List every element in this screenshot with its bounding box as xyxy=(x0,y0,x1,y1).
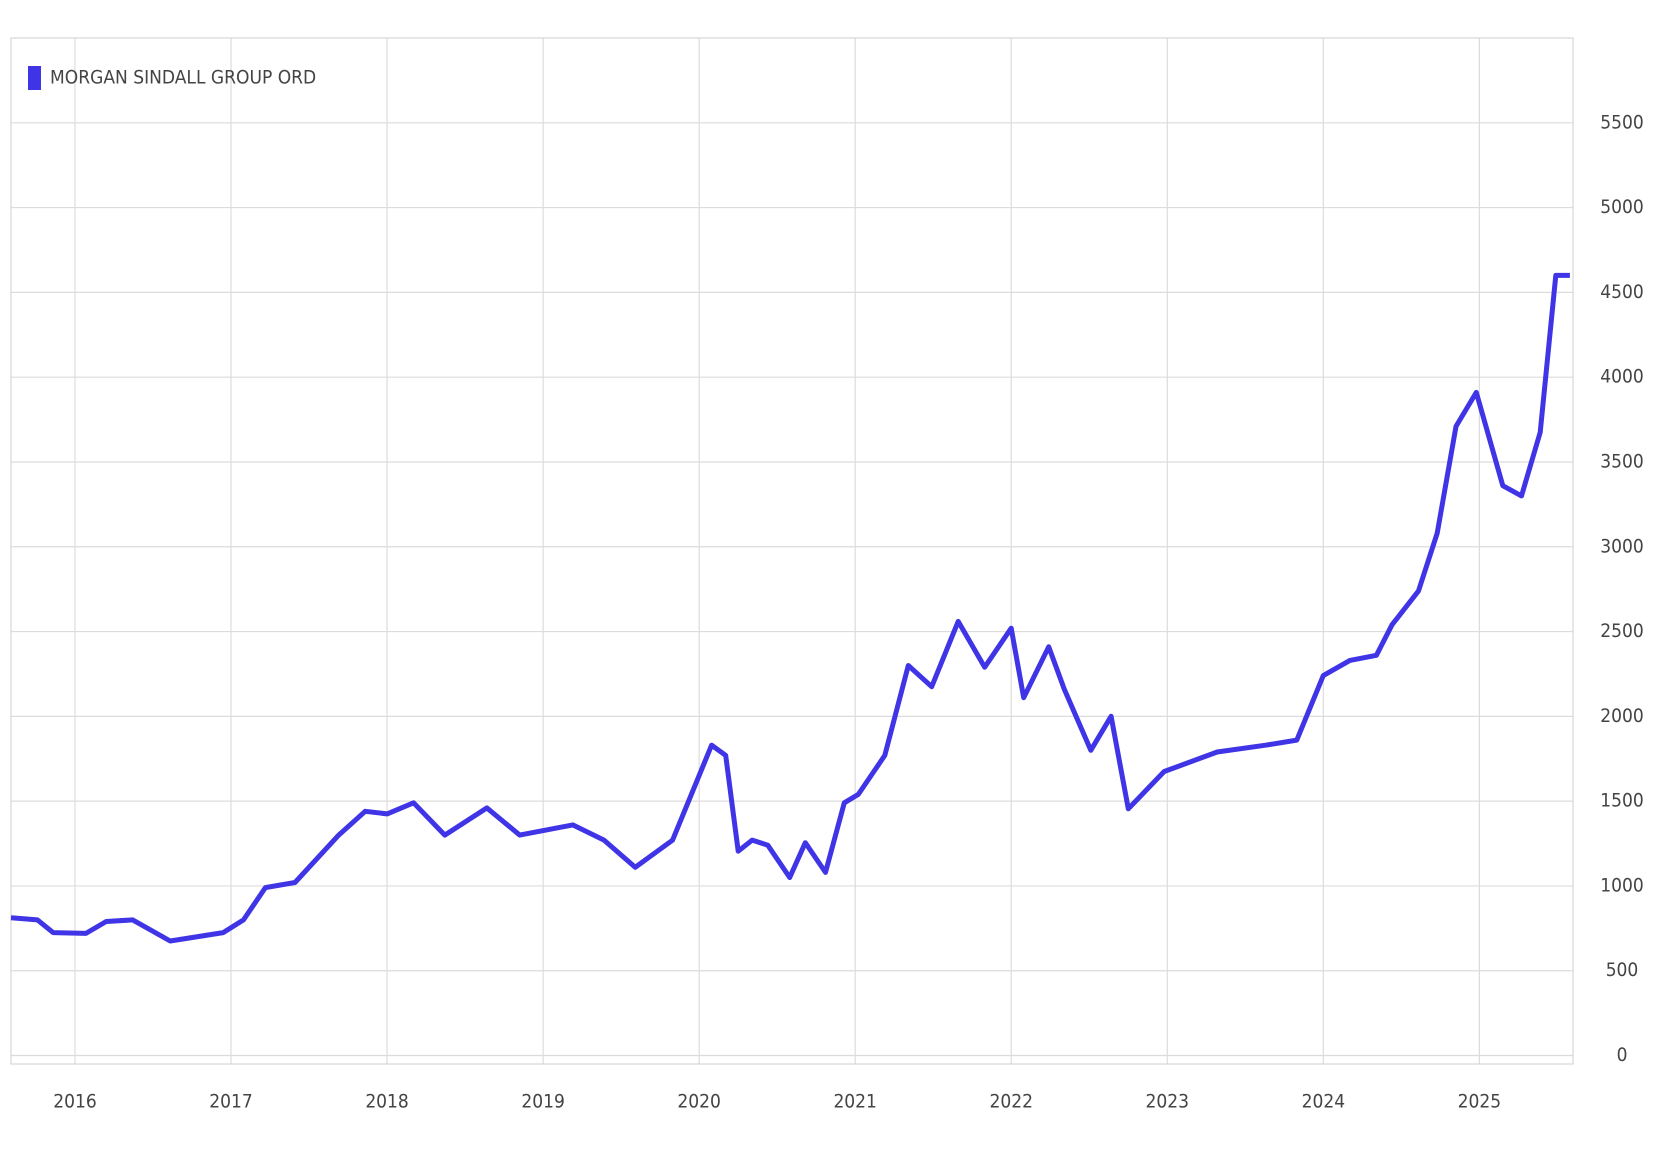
x-tick-label: 2018 xyxy=(365,1091,409,1113)
y-tick-label: 3000 xyxy=(1600,535,1644,557)
y-tick-label: 4500 xyxy=(1600,281,1644,303)
y-tick-label: 1000 xyxy=(1600,874,1644,896)
y-tick-label: 5000 xyxy=(1600,196,1644,218)
y-tick-label: 2500 xyxy=(1600,620,1644,642)
y-tick-label: 4000 xyxy=(1600,366,1644,388)
plot-frame xyxy=(10,37,1574,1065)
x-tick-label: 2023 xyxy=(1146,1091,1190,1113)
x-tick-label: 2025 xyxy=(1458,1091,1502,1113)
y-tick-label: 500 xyxy=(1606,959,1639,981)
x-tick-label: 2016 xyxy=(53,1091,97,1113)
y-tick-label: 3500 xyxy=(1600,450,1644,472)
y-tick-label: 1500 xyxy=(1600,790,1644,812)
x-tick-label: 2020 xyxy=(677,1091,721,1113)
x-tick-label: 2022 xyxy=(989,1091,1033,1113)
x-tick-label: 2019 xyxy=(521,1091,565,1113)
y-tick-label: 0 xyxy=(1617,1044,1628,1066)
x-tick-label: 2024 xyxy=(1302,1091,1346,1113)
legend-swatch xyxy=(28,66,41,90)
y-tick-label: 2000 xyxy=(1600,705,1644,727)
x-tick-label: 2017 xyxy=(209,1091,253,1113)
x-tick-label: 2021 xyxy=(833,1091,877,1113)
line-series xyxy=(10,272,1570,944)
legend-label: MORGAN SINDALL GROUP ORD xyxy=(50,67,316,89)
y-tick-label: 5500 xyxy=(1600,111,1644,133)
